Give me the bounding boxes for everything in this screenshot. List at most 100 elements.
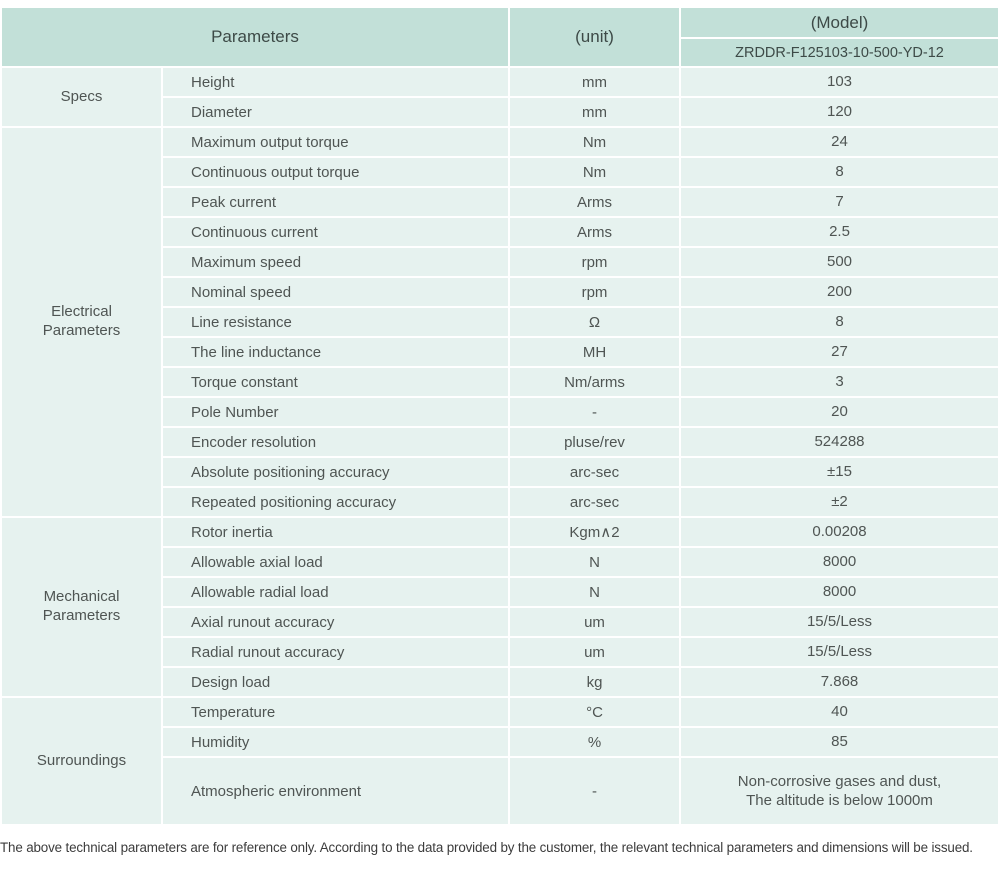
table-row: Radial runout accuracy um 15/5/Less [2,638,998,666]
unit-cell: mm [510,68,679,96]
table-row: Design load kg 7.868 [2,668,998,696]
table-row: Electrical Parameters Maximum output torqu… [2,128,998,516]
unit-cell: N [510,548,679,576]
unit-cell: - [510,758,679,824]
table-row: Line resistance Ω 8 [2,308,998,336]
value-cell: 3 [681,368,998,396]
value-cell: 500 [681,248,998,276]
table-row: Atmospheric environment - Non-corrosive ga… [2,758,998,824]
parameter-cell: Continuous output torque [163,158,508,186]
table-row: Surroundings Temperature °C 40 [2,698,998,824]
value-cell: 0.00208 [681,518,998,546]
table-row: Allowable axial load N 8000 [2,548,998,576]
header-parameters: Parameters [2,8,508,66]
value-cell: Non-corrosive gases and dust, The altitud… [681,758,998,824]
parameter-cell: Diameter [163,98,508,126]
value-cell: 8000 [681,548,998,576]
unit-cell: Arms [510,218,679,246]
parameter-cell: Absolute positioning accuracy [163,458,508,486]
parameter-cell: Allowable radial load [163,578,508,606]
table-row: Continuous output torque Nm 8 [2,158,998,186]
value-cell: 8 [681,158,998,186]
table-body: Specs Height mm 103 Diameter mm 120 Electrical P… [2,68,998,824]
unit-cell: mm [510,98,679,126]
value-cell: ±2 [681,488,998,516]
value-cell: 20 [681,398,998,426]
unit-cell: MH [510,338,679,366]
table-row: Mechanical Parameters Rotor inertia Kgm∧2 0.… [2,518,998,696]
unit-cell: rpm [510,278,679,306]
parameter-cell: Line resistance [163,308,508,336]
unit-cell: rpm [510,248,679,276]
unit-cell: arc-sec [510,488,679,516]
unit-cell: Kgm∧2 [510,518,679,546]
value-cell: 85 [681,728,998,756]
parameter-cell: Continuous current [163,218,508,246]
parameter-cell: Repeated positioning accuracy [163,488,508,516]
unit-cell: Nm [510,128,679,156]
page-container: Parameters (unit) (Model) ZRDDR-F125103-… [0,6,1000,855]
table-row: Continuous current Arms 2.5 [2,218,998,246]
value-cell: 8000 [681,578,998,606]
table-row: Allowable radial load N 8000 [2,578,998,606]
header-row-1: Parameters (unit) (Model) [2,8,998,66]
parameter-cell: Peak current [163,188,508,216]
table-row: Axial runout accuracy um 15/5/Less [2,608,998,636]
unit-cell: um [510,638,679,666]
unit-cell: % [510,728,679,756]
value-cell: 103 [681,68,998,96]
parameter-cell: Torque constant [163,368,508,396]
unit-cell: Ω [510,308,679,336]
footnote: The above technical parameters are for r… [0,840,973,855]
table-row: The line inductance MH 27 [2,338,998,366]
value-cell: 7.868 [681,668,998,696]
value-cell: 8 [681,308,998,336]
table-row: Peak current Arms 7 [2,188,998,216]
unit-cell: °C [510,698,679,726]
unit-cell: kg [510,668,679,696]
unit-cell: Nm/arms [510,368,679,396]
parameter-cell: Encoder resolution [163,428,508,456]
unit-cell: - [510,398,679,426]
parameter-cell: Radial runout accuracy [163,638,508,666]
value-cell: 15/5/Less [681,608,998,636]
parameter-cell: Allowable axial load [163,548,508,576]
parameter-cell: Pole Number [163,398,508,426]
table-row: Repeated positioning accuracy arc-sec ±2 [2,488,998,516]
header-model: (Model) [681,8,998,37]
unit-cell: um [510,608,679,636]
header-model-value: ZRDDR-F125103-10-500-YD-12 [681,39,998,66]
table-row: Absolute positioning accuracy arc-sec ±15 [2,458,998,486]
unit-cell: Arms [510,188,679,216]
category-cell: Mechanical Parameters [2,518,161,696]
value-cell: 27 [681,338,998,366]
parameter-cell: Humidity [163,728,508,756]
parameter-cell: Height [163,68,508,96]
unit-cell: arc-sec [510,458,679,486]
table-row: Maximum speed rpm 500 [2,248,998,276]
table-row: Humidity% 85 [2,728,998,756]
table-row: Diameter mm 120 [2,98,998,126]
unit-cell: N [510,578,679,606]
spec-table: Parameters (unit) (Model) ZRDDR-F125103-… [0,6,1000,826]
parameter-cell: Temperature [163,698,508,726]
table-row: Torque constant Nm/arms 3 [2,368,998,396]
parameter-cell: Design load [163,668,508,696]
category-cell: Electrical Parameters [2,128,161,516]
parameter-cell: Rotor inertia [163,518,508,546]
parameter-cell: Maximum speed [163,248,508,276]
table-row: Pole Number -20 [2,398,998,426]
value-cell: 40 [681,698,998,726]
value-cell: 120 [681,98,998,126]
table-row: Encoder resolution pluse/rev 524288 [2,428,998,456]
unit-cell: Nm [510,158,679,186]
parameter-cell: Nominal speed [163,278,508,306]
value-cell: 24 [681,128,998,156]
table-row: Nominal speed rpm 200 [2,278,998,306]
value-cell: 524288 [681,428,998,456]
parameter-cell: Atmospheric environment [163,758,508,824]
category-cell: Surroundings [2,698,161,824]
value-cell: 200 [681,278,998,306]
parameter-cell: Maximum output torque [163,128,508,156]
unit-cell: pluse/rev [510,428,679,456]
